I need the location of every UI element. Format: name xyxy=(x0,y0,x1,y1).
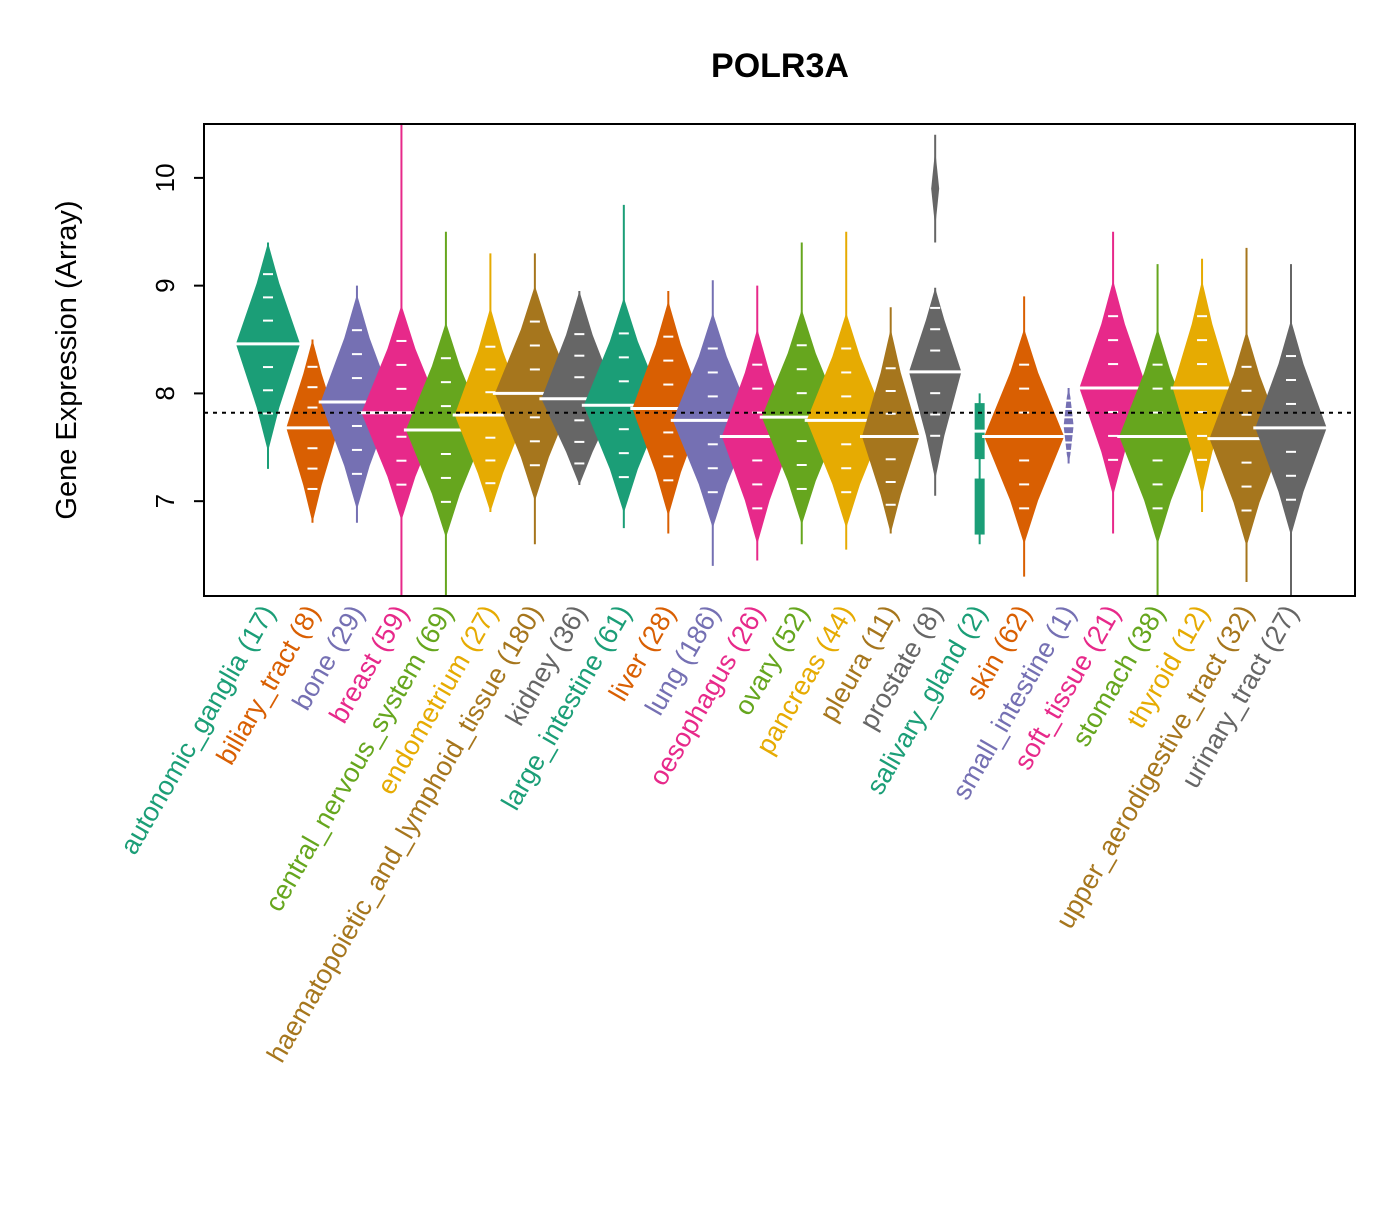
y-axis: 7 8 9 10 xyxy=(150,163,204,508)
y-tick-label: 7 xyxy=(150,494,180,508)
violin-prostate xyxy=(906,134,964,496)
violin-body xyxy=(861,328,920,534)
violin-salivary-gland xyxy=(972,393,987,545)
violin-urinary-tract xyxy=(1253,264,1329,596)
y-tick-label: 10 xyxy=(150,163,180,192)
plot-frame xyxy=(203,123,1356,597)
violin-thyroid xyxy=(1170,258,1234,512)
violin-body xyxy=(931,149,940,228)
violin-upper-aerodigestive-tract xyxy=(1207,247,1286,582)
violin-small-intestine xyxy=(1061,388,1076,464)
violin-skin xyxy=(982,296,1067,577)
chart-title: POLR3A xyxy=(711,47,849,85)
x-axis-labels: autonomic_ganglia (17)biliary_tract (8)b… xyxy=(114,600,1304,1067)
violin-autonomic-ganglia xyxy=(233,242,303,469)
violin-body xyxy=(454,307,527,512)
y-tick-label: 8 xyxy=(150,386,180,400)
violin-point-band xyxy=(974,478,985,535)
violin-pleura xyxy=(859,307,922,534)
violins xyxy=(233,124,1329,596)
violin-haematopoietic-and-lymphoid-tissue xyxy=(492,253,577,545)
violin-body xyxy=(286,339,339,523)
violin-stomach xyxy=(1117,264,1198,596)
violin-liver xyxy=(630,291,707,534)
y-tick-label: 9 xyxy=(150,278,180,292)
violin-body xyxy=(235,242,301,452)
violin-soft-tissue xyxy=(1077,231,1149,534)
violin-body xyxy=(908,287,962,480)
y-axis-label: Gene Expression (Array) xyxy=(51,200,83,519)
